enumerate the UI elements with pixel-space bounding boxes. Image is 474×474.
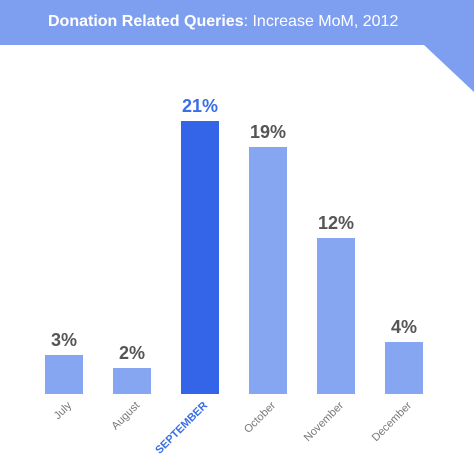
category-label-december: December xyxy=(370,399,415,444)
bar-october xyxy=(249,147,287,394)
title-banner xyxy=(0,0,474,92)
bar-november xyxy=(317,238,355,394)
bar-december xyxy=(385,342,423,394)
bar-august xyxy=(113,368,151,394)
chart-title-rest: : Increase MoM, 2012 xyxy=(243,13,399,30)
value-label-december: 4% xyxy=(391,317,417,337)
value-label-november: 12% xyxy=(318,213,354,233)
chart-title: Donation Related Queries: Increase MoM, … xyxy=(48,13,398,31)
bar-september xyxy=(181,121,219,394)
bar-july xyxy=(45,355,83,394)
value-label-august: 2% xyxy=(119,343,145,363)
category-label-july: July xyxy=(52,399,75,422)
category-label-october: October xyxy=(242,399,278,435)
category-label-august: August xyxy=(109,400,142,433)
banner-shape xyxy=(0,0,474,92)
category-label-november: November xyxy=(302,399,347,444)
value-label-september: 21% xyxy=(182,96,218,116)
value-label-october: 19% xyxy=(250,122,286,142)
category-label-september: SEPTEMBER xyxy=(153,400,210,457)
value-label-july: 3% xyxy=(51,330,77,350)
chart-title-bold: Donation Related Queries xyxy=(48,13,244,30)
